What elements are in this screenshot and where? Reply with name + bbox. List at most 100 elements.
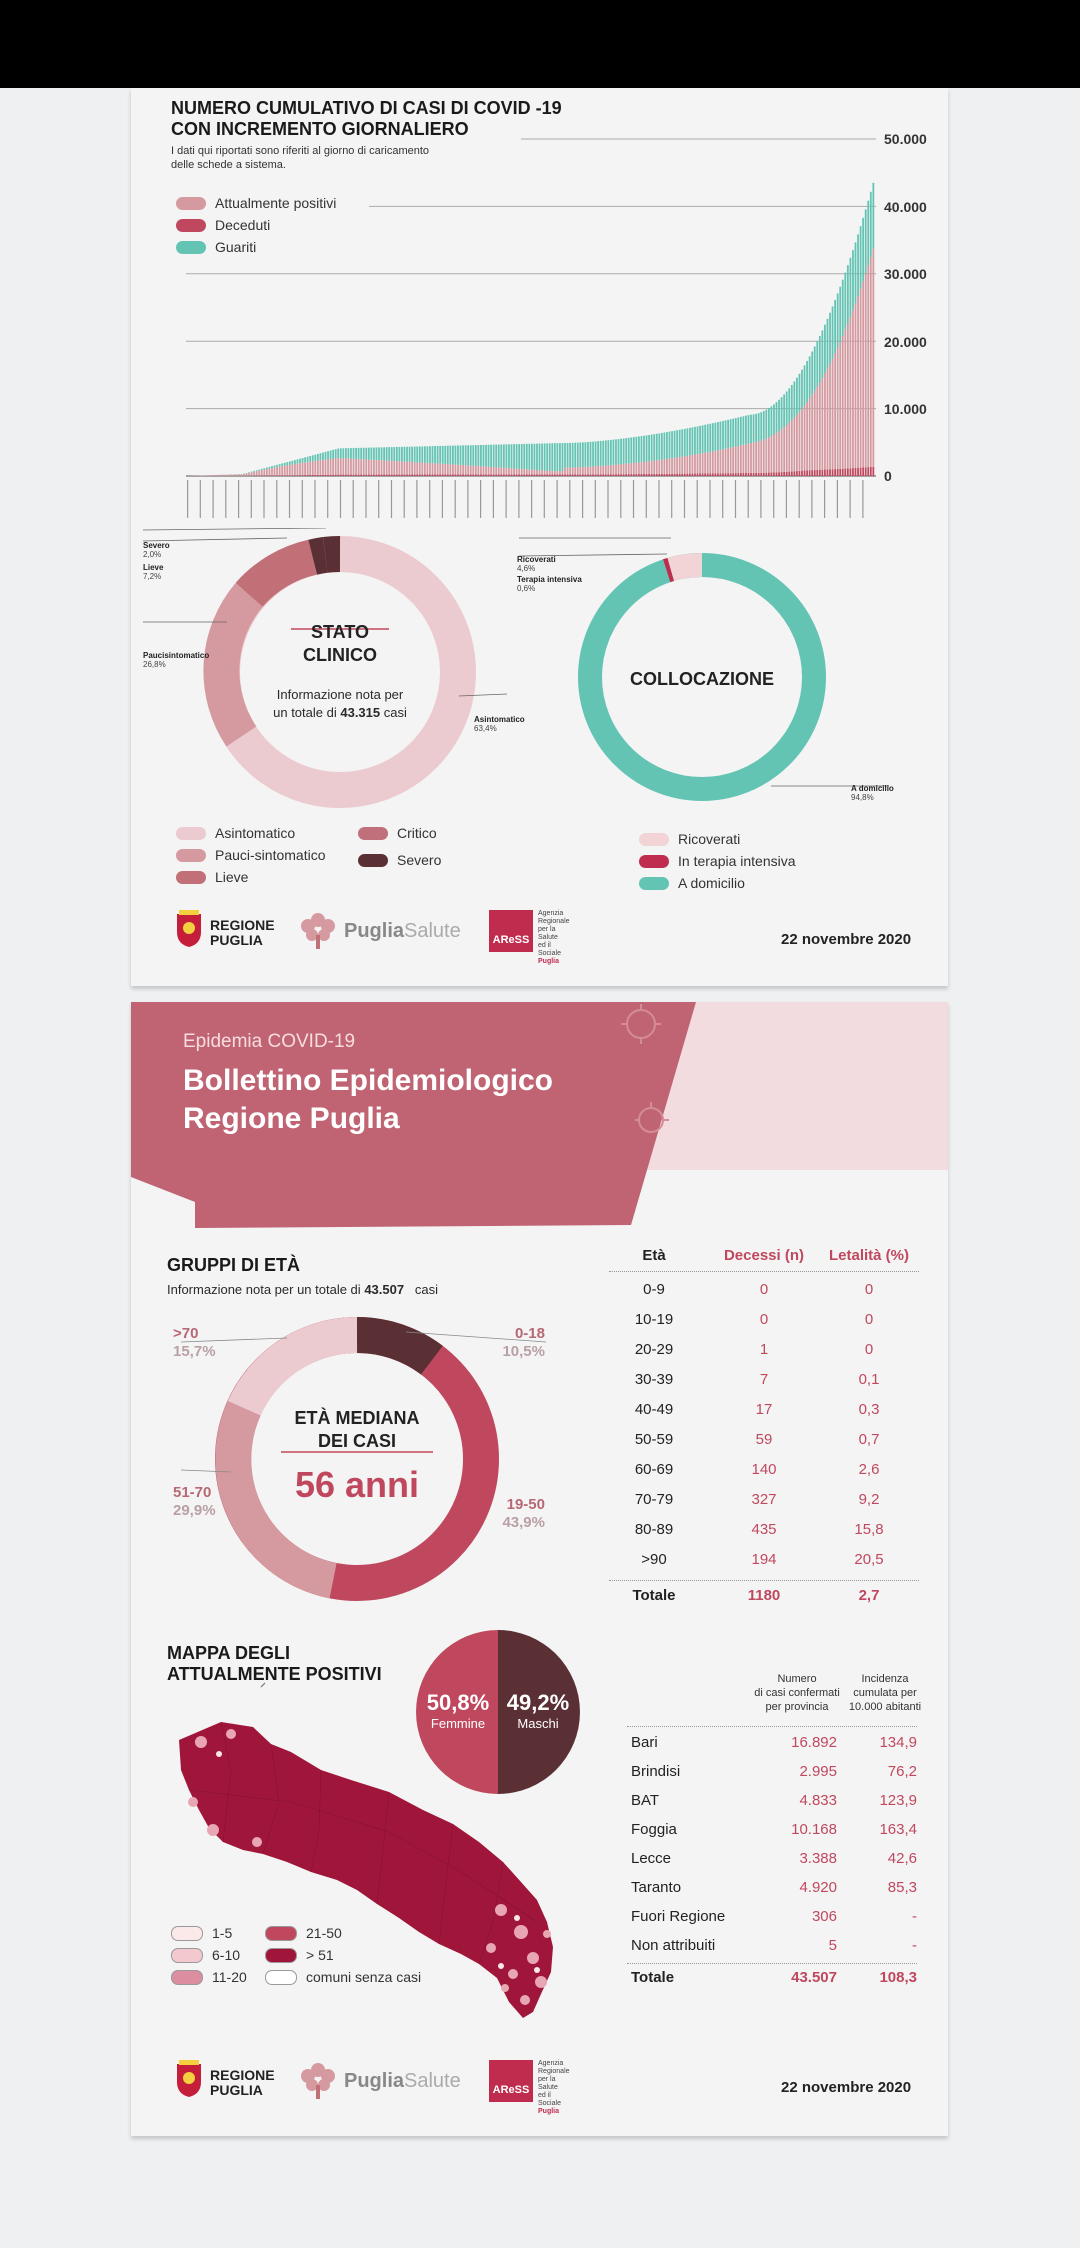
bar-positivi bbox=[429, 463, 431, 475]
bar-positivi bbox=[543, 470, 546, 475]
bar-guariti bbox=[505, 444, 508, 468]
bar-deceduti bbox=[373, 474, 375, 476]
bar-positivi bbox=[694, 454, 696, 474]
bar-guariti bbox=[655, 433, 658, 461]
x-tick-label bbox=[582, 480, 584, 518]
bar-deceduti bbox=[543, 474, 546, 476]
bar-positivi bbox=[829, 363, 831, 470]
bar-positivi bbox=[594, 466, 597, 475]
bar-guariti bbox=[668, 431, 671, 459]
bar-deceduti bbox=[581, 474, 584, 476]
eta-label-51-70: 51-70 29,9% bbox=[173, 1484, 216, 1519]
x-tick-label bbox=[403, 480, 405, 518]
bar-guariti bbox=[373, 447, 375, 460]
bar-positivi bbox=[569, 467, 571, 475]
bar-deceduti bbox=[299, 475, 301, 476]
bar-deceduti bbox=[441, 474, 444, 476]
bar-deceduti bbox=[322, 474, 324, 476]
bar-deceduti bbox=[655, 473, 658, 476]
bar-deceduti bbox=[676, 473, 679, 476]
bar-positivi bbox=[737, 445, 740, 474]
x-tick-label bbox=[212, 480, 214, 518]
bar-guariti bbox=[864, 209, 867, 274]
bar-deceduti bbox=[836, 468, 839, 476]
x-tick-label bbox=[760, 480, 762, 518]
bar-positivi bbox=[683, 456, 686, 474]
bar-positivi bbox=[808, 398, 811, 471]
bar-deceduti bbox=[380, 474, 383, 476]
bar-guariti bbox=[569, 442, 571, 468]
bar-guariti bbox=[597, 441, 600, 467]
bar-guariti bbox=[589, 441, 592, 467]
bar-guariti bbox=[531, 443, 533, 470]
bar-positivi bbox=[273, 467, 276, 476]
bar-positivi bbox=[339, 458, 342, 475]
bar-deceduti bbox=[487, 474, 490, 476]
bar-deceduti bbox=[734, 473, 737, 476]
bar-positivi bbox=[337, 458, 340, 475]
bar-deceduti bbox=[699, 473, 701, 476]
bar-deceduti bbox=[862, 467, 865, 476]
bar-guariti bbox=[770, 406, 773, 436]
x-tick-label bbox=[556, 480, 558, 518]
bar-positivi bbox=[258, 470, 261, 476]
bar-guariti bbox=[839, 286, 842, 342]
bar-guariti bbox=[260, 468, 263, 471]
bar-guariti bbox=[566, 442, 569, 468]
bar-positivi bbox=[739, 445, 742, 474]
bar-deceduti bbox=[813, 470, 816, 476]
x-tick-label bbox=[722, 480, 724, 518]
bar-positivi bbox=[711, 451, 714, 474]
bar-deceduti bbox=[474, 474, 477, 476]
prov-col2-header: Numero di casi confermati per provincia bbox=[754, 1673, 840, 1713]
bar-guariti bbox=[576, 442, 579, 468]
bar-deceduti bbox=[750, 472, 752, 476]
bar-deceduti bbox=[523, 474, 526, 476]
bar-positivi bbox=[599, 465, 602, 475]
regione-puglia-logo-text: REGIONE PUGLIA bbox=[210, 2067, 275, 2098]
bar-deceduti bbox=[385, 474, 388, 476]
bar-positivi bbox=[671, 458, 673, 474]
bar-deceduti bbox=[864, 467, 867, 476]
donut-segment-over-70 bbox=[227, 1317, 358, 1417]
bar-deceduti bbox=[742, 473, 745, 476]
bar-deceduti bbox=[553, 474, 556, 476]
age-table-row: 30-39 7 0,1 bbox=[634, 1371, 880, 1388]
age-table-row: >90 194 20,5 bbox=[641, 1551, 884, 1568]
x-tick-label bbox=[798, 480, 800, 518]
bar-guariti bbox=[765, 409, 768, 439]
bar-positivi bbox=[467, 465, 470, 475]
bar-guariti bbox=[490, 444, 493, 467]
bar-positivi bbox=[857, 296, 859, 468]
bar-guariti bbox=[248, 472, 250, 473]
bar-positivi bbox=[734, 446, 737, 474]
bar-guariti bbox=[533, 443, 536, 470]
bar-positivi bbox=[426, 462, 429, 475]
bar-guariti bbox=[401, 446, 403, 462]
bar-deceduti bbox=[350, 474, 352, 476]
legend-item-severo: Severo bbox=[358, 849, 441, 871]
bar-deceduti bbox=[531, 474, 533, 476]
bar-positivi bbox=[492, 467, 495, 475]
bar-deceduti bbox=[495, 474, 498, 476]
bar-positivi bbox=[518, 468, 521, 475]
bar-deceduti bbox=[276, 475, 278, 476]
bar-deceduti bbox=[551, 474, 554, 476]
x-tick-label bbox=[288, 480, 291, 518]
bar-positivi bbox=[765, 438, 768, 473]
bar-guariti bbox=[620, 438, 622, 465]
pies-svg bbox=[142, 528, 889, 808]
x-tick-label bbox=[276, 480, 278, 518]
bar-guariti bbox=[311, 455, 314, 462]
bar-positivi bbox=[750, 443, 752, 473]
bar-positivi bbox=[316, 460, 319, 475]
bar-deceduti bbox=[658, 473, 661, 476]
age-table-row: 60-69 140 2,6 bbox=[634, 1461, 880, 1478]
bar-deceduti bbox=[615, 474, 617, 476]
bar-positivi bbox=[859, 288, 862, 468]
bar-deceduti bbox=[431, 474, 434, 476]
bar-deceduti bbox=[378, 474, 380, 476]
bar-guariti bbox=[635, 436, 638, 463]
bar-deceduti bbox=[762, 472, 765, 476]
bar-guariti bbox=[431, 446, 434, 464]
